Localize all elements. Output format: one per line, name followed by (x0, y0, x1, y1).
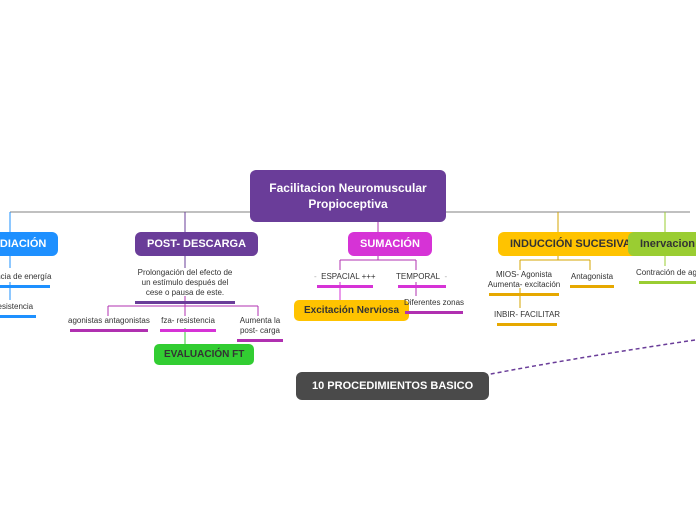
post-aumenta: Aumenta lapost- carga (234, 316, 286, 342)
branch-radiacion: RADIACIÓN (0, 232, 58, 256)
root-node: Facilitacion NeuromuscularPropioceptiva (250, 170, 446, 222)
root-label: Facilitacion NeuromuscularPropioceptiva (269, 181, 426, 211)
ind-mios: MIOS- AgonistaAumenta- excitación (486, 270, 562, 296)
branch-inervacion: Inervacion Reci (628, 232, 696, 256)
post-fza: fza- resistencia (160, 316, 216, 332)
connector-lines (0, 0, 696, 520)
ind-antagonista: Antagonista (570, 272, 614, 288)
iner-contracion: Contración de ago (636, 268, 696, 284)
branch-post-descarga: POST- DESCARGA (135, 232, 258, 256)
pill-evaluacion-ft: EVALUACIÓN FT (154, 344, 254, 365)
procedimientos-box: 10 PROCEDIMIENTOS BASICO (296, 372, 489, 400)
branch-sumacion: SUMACIÓN (348, 232, 432, 256)
rad-energia: aferencia de energía (0, 272, 51, 288)
ind-inbir: INBIR- FACILITAR (494, 310, 560, 326)
pill-excitacion-nerviosa: Excitación Nerviosa (294, 300, 409, 321)
sum-zonas: Diferentes zonas (404, 298, 464, 314)
post-descripcion: Prolongación del efecto deun estímulo de… (125, 268, 245, 304)
post-agonistas: agonistas antagonistas (68, 316, 150, 332)
sum-temporal: TEMPORAL - (396, 272, 447, 288)
sum-espacial: - ESPACIAL +++ (314, 272, 376, 288)
branch-induccion-sucesiva: INDUCCIÓN SUCESIVA (498, 232, 643, 256)
rad-resistencia: resistencia (0, 302, 36, 318)
